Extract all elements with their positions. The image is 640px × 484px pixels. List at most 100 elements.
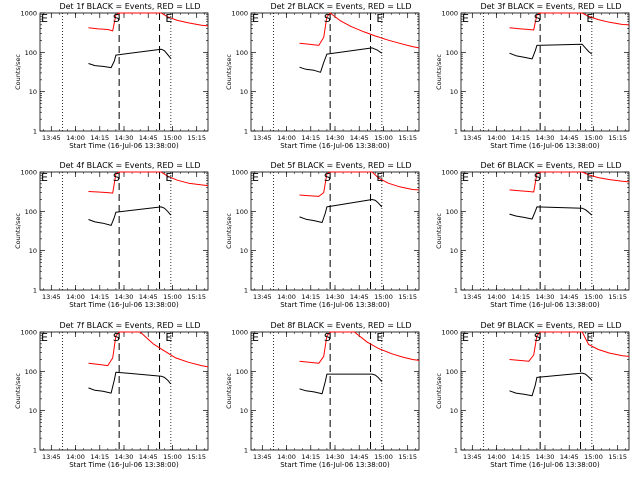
y-axis-label: Counts/sec (435, 54, 443, 90)
start-edge-marker: E (462, 12, 469, 25)
x-tick-label: 14:15 (90, 134, 109, 142)
attenuator-s-marker: S (113, 331, 120, 344)
x-tick-label: 15:15 (398, 453, 417, 461)
attenuator-e-marker: E (586, 331, 593, 344)
y-tick-label: 10 (450, 88, 458, 96)
x-axis-label: Start Time (16-Jul-06 13:38:00) (280, 301, 390, 309)
y-axis-label: Counts/sec (435, 213, 443, 249)
x-tick-label: 14:15 (511, 134, 530, 142)
x-tick-label: 13:45 (463, 293, 482, 301)
x-axis-label: Start Time (16-Jul-06 13:38:00) (69, 461, 179, 469)
panel-title: Det 3f BLACK = Events, RED = LLD (480, 2, 621, 11)
y-tick-label: 1000 (231, 169, 248, 177)
panel-title: Det 5f BLACK = Events, RED = LLD (270, 161, 411, 170)
y-tick-label: 1 (454, 287, 458, 295)
x-tick-label: 15:00 (584, 293, 603, 301)
lld-series-line (88, 171, 209, 194)
y-tick-label: 1 (244, 287, 248, 295)
lld-series-line (509, 171, 630, 193)
x-tick-label: 14:30 (536, 293, 555, 301)
x-tick-label: 14:00 (277, 293, 296, 301)
plot-frame (250, 171, 420, 291)
attenuator-s-marker: S (113, 171, 120, 184)
x-tick-label: 14:15 (301, 293, 320, 301)
detector-panel-6: Det 6f BLACK = Events, RED = LLD 1 10 100 10… (435, 161, 630, 309)
y-tick-label: 1 (244, 128, 248, 136)
attenuator-e-marker: E (165, 12, 172, 25)
events-series-line (299, 47, 383, 73)
attenuator-e-marker: E (376, 12, 383, 25)
detector-panel-4: Det 4f BLACK = Events, RED = LLD 1 10 100 10… (14, 161, 209, 309)
x-tick-label: 14:30 (326, 453, 345, 461)
y-tick-label: 1000 (20, 169, 37, 177)
x-tick-label: 15:15 (398, 293, 417, 301)
attenuator-s-marker: S (534, 171, 541, 184)
y-axis-label: Counts/sec (14, 213, 22, 249)
x-tick-label: 14:30 (115, 293, 134, 301)
events-series-line (509, 372, 593, 397)
events-series-line (88, 48, 172, 69)
lld-series-line (299, 12, 420, 49)
x-tick-label: 14:30 (326, 134, 345, 142)
attenuator-s-marker: S (324, 171, 331, 184)
x-tick-label: 14:45 (139, 293, 158, 301)
y-tick-label: 1000 (20, 329, 37, 337)
x-tick-label: 13:45 (253, 453, 272, 461)
y-tick-label: 1 (33, 287, 37, 295)
y-tick-label: 100 (25, 49, 37, 57)
y-tick-label: 10 (240, 247, 248, 255)
start-edge-marker: E (41, 331, 48, 344)
x-tick-label: 14:45 (350, 134, 369, 142)
detector-panel-3: Det 3f BLACK = Events, RED = LLD 1 10 100 10… (435, 2, 630, 150)
y-tick-label: 10 (240, 88, 248, 96)
lld-series-line (88, 331, 209, 368)
x-tick-label: 14:45 (350, 293, 369, 301)
x-tick-label: 13:45 (463, 134, 482, 142)
x-tick-label: 14:00 (66, 453, 85, 461)
x-tick-label: 14:45 (560, 293, 579, 301)
x-axis-label: Start Time (16-Jul-06 13:38:00) (280, 461, 390, 469)
x-tick-label: 15:15 (608, 293, 627, 301)
x-tick-label: 13:45 (463, 453, 482, 461)
y-tick-label: 100 (446, 368, 458, 376)
x-axis-label: Start Time (16-Jul-06 13:38:00) (490, 142, 600, 150)
attenuator-e-marker: E (586, 171, 593, 184)
x-tick-label: 13:45 (42, 134, 61, 142)
x-axis-label: Start Time (16-Jul-06 13:38:00) (280, 142, 390, 150)
start-edge-marker: E (252, 171, 259, 184)
x-axis-label: Start Time (16-Jul-06 13:38:00) (69, 301, 179, 309)
x-tick-label: 14:15 (301, 453, 320, 461)
x-tick-label: 14:45 (139, 134, 158, 142)
plot-frame (250, 12, 420, 132)
panel-title: Det 9f BLACK = Events, RED = LLD (480, 321, 621, 330)
x-tick-label: 14:00 (66, 134, 85, 142)
y-tick-label: 1 (244, 447, 248, 455)
x-tick-label: 15:15 (608, 453, 627, 461)
x-tick-label: 15:00 (163, 134, 182, 142)
x-tick-label: 14:30 (536, 453, 555, 461)
x-tick-label: 14:45 (560, 134, 579, 142)
y-tick-label: 1 (454, 447, 458, 455)
attenuator-e-marker: E (376, 171, 383, 184)
attenuator-e-marker: E (165, 331, 172, 344)
x-tick-label: 14:00 (487, 453, 506, 461)
plot-frame (39, 331, 209, 451)
y-axis-label: Counts/sec (435, 373, 443, 409)
x-tick-label: 14:30 (536, 134, 555, 142)
y-tick-label: 100 (446, 208, 458, 216)
x-tick-label: 15:15 (187, 453, 206, 461)
y-tick-label: 100 (25, 368, 37, 376)
x-tick-label: 15:15 (608, 134, 627, 142)
x-tick-label: 14:15 (90, 293, 109, 301)
detector-panel-9: Det 9f BLACK = Events, RED = LLD 1 10 100 10… (435, 321, 630, 469)
events-series-line (299, 373, 383, 395)
lld-series-line (299, 331, 420, 364)
x-tick-label: 14:15 (90, 453, 109, 461)
x-tick-label: 14:00 (277, 453, 296, 461)
x-tick-label: 14:00 (487, 134, 506, 142)
detector-panel-1: Det 1f BLACK = Events, RED = LLD 1 10 100 10… (14, 2, 209, 150)
y-tick-label: 100 (446, 49, 458, 57)
y-tick-label: 10 (29, 247, 37, 255)
